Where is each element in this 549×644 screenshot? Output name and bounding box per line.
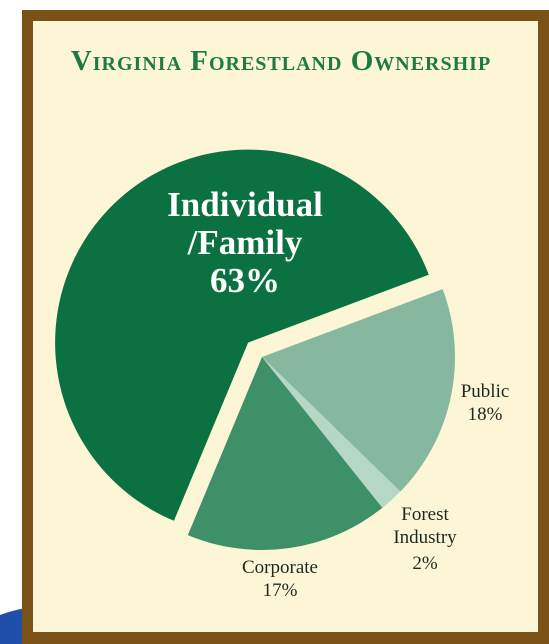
chart-title: Virginia Forestland Ownership (70, 45, 492, 77)
pie-slice (55, 149, 429, 521)
slice-value-label: 63% (210, 261, 280, 300)
slice-label: Forest Industry (393, 504, 457, 548)
slice-value-label: 2% (412, 553, 438, 574)
slice-value-label: 17% (262, 580, 298, 601)
pie-slice (262, 289, 455, 492)
slice-label: Public (460, 381, 510, 402)
slice-label: Corporate (242, 557, 318, 578)
pie-slice (262, 357, 401, 508)
slice-value-label: 18% (467, 404, 503, 425)
slice-label: Individual /Family (167, 185, 323, 262)
pie-slice (187, 357, 383, 550)
